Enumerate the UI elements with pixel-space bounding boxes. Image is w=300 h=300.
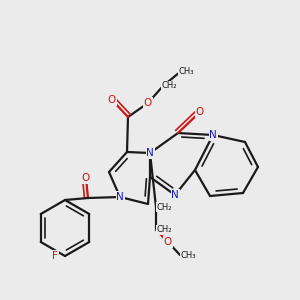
Text: N: N bbox=[171, 190, 179, 200]
Text: CH₂: CH₂ bbox=[156, 226, 172, 235]
Text: CH₂: CH₂ bbox=[156, 202, 172, 211]
Text: O: O bbox=[196, 107, 204, 117]
Text: CH₂: CH₂ bbox=[161, 82, 177, 91]
Text: CH₃: CH₃ bbox=[180, 250, 196, 260]
Text: O: O bbox=[108, 95, 116, 105]
Text: O: O bbox=[144, 98, 152, 108]
Text: O: O bbox=[82, 173, 90, 183]
Text: N: N bbox=[209, 130, 217, 140]
Text: CH₃: CH₃ bbox=[178, 68, 194, 76]
Text: N: N bbox=[146, 148, 154, 158]
Text: F: F bbox=[52, 251, 58, 261]
Text: N: N bbox=[116, 192, 124, 202]
Text: O: O bbox=[164, 237, 172, 247]
